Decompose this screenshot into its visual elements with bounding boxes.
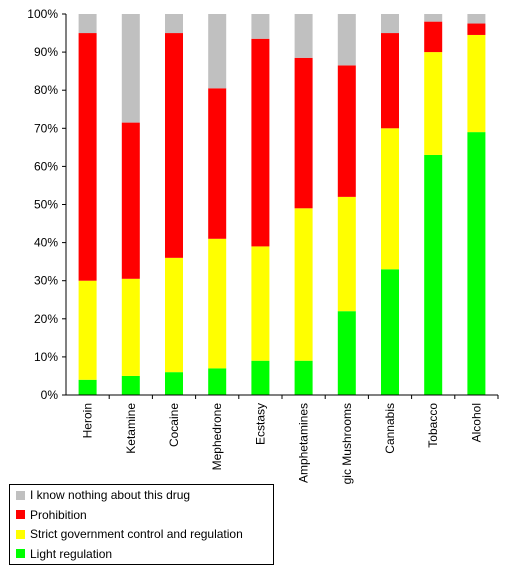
bar-segment <box>467 34 486 133</box>
y-tick-label: 70% <box>34 121 58 135</box>
bar-segment <box>337 65 356 197</box>
y-tick-label: 20% <box>34 312 58 326</box>
legend: I know nothing about this drug Prohibitio… <box>9 484 274 565</box>
stacked-bar-chart: 0% 10% 20% 30% 40% 50% 60% 70% 80% 90% 100% Heroin… <box>27 7 499 484</box>
bar-segment <box>294 14 313 58</box>
bar-segment <box>381 269 399 395</box>
bar-segment <box>467 132 486 396</box>
bar-segment <box>424 14 443 22</box>
y-tick-label: 10% <box>34 350 58 364</box>
bar-segment <box>294 360 313 395</box>
legend-item: Prohibition <box>16 506 87 524</box>
bar-segment <box>251 14 270 39</box>
y-tick-label: 90% <box>34 45 58 59</box>
legend-label: I know nothing about this drug <box>30 488 191 502</box>
bar-segment <box>78 379 97 395</box>
legend-item: Strict government control and regulation <box>16 525 243 543</box>
bar-segment <box>424 154 443 395</box>
x-axis-labels: Heroin Ketamine Cocaine Mephedrone Ecstasy Am… <box>81 395 499 484</box>
y-tick-label: 0% <box>41 388 59 402</box>
bar-segment <box>165 33 183 258</box>
y-tick-label: 80% <box>34 83 58 97</box>
x-tick-label: Ecstasy <box>253 403 267 445</box>
bar-segment <box>165 257 183 373</box>
x-tick-label: Amphetamines <box>297 403 311 483</box>
legend-swatch <box>16 549 25 558</box>
bars <box>78 14 486 396</box>
bar-segment <box>337 14 356 66</box>
y-tick-label: 40% <box>34 236 58 250</box>
x-tick-label: Alcohol <box>469 403 483 442</box>
bar-segment <box>121 375 140 395</box>
bar-segment <box>337 311 356 395</box>
x-tick-label: Tobacco <box>426 403 440 448</box>
x-tick-label: Magic Mushrooms <box>340 403 354 484</box>
bar-segment <box>424 21 443 53</box>
bar-segment <box>121 14 140 123</box>
y-tick-label: 100% <box>27 7 58 21</box>
bar-segment <box>467 23 486 35</box>
legend-label: Prohibition <box>30 507 87 522</box>
x-tick-label: Mephedrone <box>210 403 224 471</box>
bar-segment <box>424 52 443 155</box>
legend-swatch <box>16 510 25 519</box>
y-axis-ticks: 0% 10% 20% 30% 40% 50% 60% 70% 80% 90% 100% <box>27 7 66 402</box>
bar-segment <box>78 33 97 281</box>
legend-item: I know nothing about this drug <box>16 486 190 504</box>
bar-segment <box>294 57 313 209</box>
legend-item: Light regulation <box>16 545 112 563</box>
bar-segment <box>381 128 399 270</box>
bar-segment <box>381 14 399 34</box>
bar-segment <box>251 246 270 361</box>
bar-segment <box>251 38 270 247</box>
bar-segment <box>78 14 97 34</box>
bar-segment <box>121 122 140 279</box>
bar-segment <box>208 14 227 89</box>
bar-segment <box>251 360 270 395</box>
legend-swatch <box>16 490 25 500</box>
bar-segment <box>78 280 97 380</box>
bar-segment <box>121 278 140 376</box>
y-tick-label: 50% <box>34 198 58 212</box>
bar-segment <box>294 208 313 361</box>
bar-segment <box>337 196 356 312</box>
bar-segment <box>208 368 227 395</box>
bar-segment <box>165 14 183 34</box>
legend-label: Strict government control and regulation <box>30 527 243 541</box>
bar-segment <box>381 33 399 129</box>
bar-segment <box>208 238 227 369</box>
bar-segment <box>165 372 183 395</box>
legend-label: Light regulation <box>30 546 113 561</box>
x-tick-label: Ketamine <box>124 403 138 454</box>
x-tick-label: Cocaine <box>167 403 181 447</box>
x-tick-label: Cannabis <box>383 403 397 454</box>
x-tick-label: Heroin <box>81 403 95 438</box>
y-tick-label: 60% <box>34 159 58 173</box>
bar-segment <box>467 14 486 24</box>
legend-swatch <box>16 529 25 539</box>
bar-segment <box>208 88 227 239</box>
y-tick-label: 30% <box>34 274 58 288</box>
